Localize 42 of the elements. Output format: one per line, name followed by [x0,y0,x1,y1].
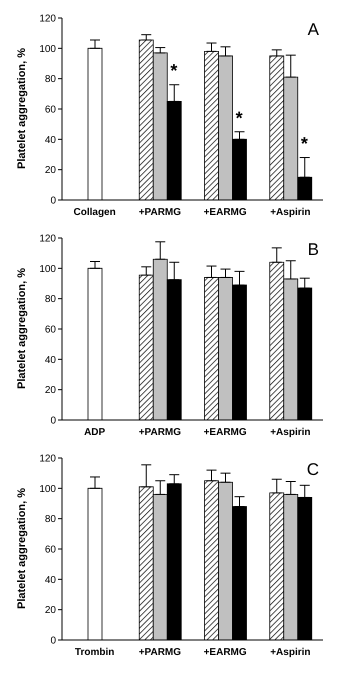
x-tick-label: +Aspirin [270,427,311,438]
y-tick-label: 100 [39,264,56,275]
x-tick-label: Collagen [74,207,116,218]
x-tick-label: +PARMG [138,647,182,658]
annotation: * [170,60,178,81]
y-tick-label: 80 [44,294,56,306]
y-tick-label: 60 [44,544,56,556]
y-tick-label: 40 [44,134,56,146]
y-tick-label: 80 [44,74,56,86]
annotation: * [300,134,308,154]
y-tick-label: 60 [44,324,56,336]
y-tick-label: 120 [39,454,56,465]
x-tick-label: ADP [84,427,106,438]
y-tick-label: 40 [44,574,56,586]
y-tick-label: 40 [44,354,56,366]
x-tick-label: +EARMG [204,207,247,218]
y-axis-title: Platelet aggregation, % [16,48,28,169]
x-tick-label: +EARMG [204,647,247,658]
x-tick-label: +PARMG [138,207,182,218]
annotation: A [308,20,319,40]
y-tick-label: 20 [44,165,56,176]
y-tick-label: 60 [44,104,56,116]
x-tick-label: Trombin [74,647,114,658]
y-axis-title: Platelet aggregation, % [16,488,28,609]
y-tick-label: 20 [44,385,56,396]
annotation: B [308,240,319,260]
y-tick-label: 120 [39,234,56,245]
x-tick-label: +PARMG [138,427,182,438]
x-tick-label: +Aspirin [270,207,311,218]
x-tick-label: +EARMG [204,427,247,438]
y-tick-label: 120 [39,14,56,25]
y-tick-label: 20 [44,605,56,616]
annotation: * [236,108,243,128]
y-tick-label: 0 [50,416,56,427]
y-tick-label: 0 [50,196,56,207]
annotation: C [306,460,319,480]
y-tick-label: 100 [39,484,56,495]
y-tick-label: 0 [50,636,56,647]
x-tick-label: +Aspirin [270,647,311,658]
y-axis-title: Platelet aggregation, % [16,268,28,389]
y-tick-label: 80 [44,514,56,526]
y-tick-label: 100 [39,44,56,55]
